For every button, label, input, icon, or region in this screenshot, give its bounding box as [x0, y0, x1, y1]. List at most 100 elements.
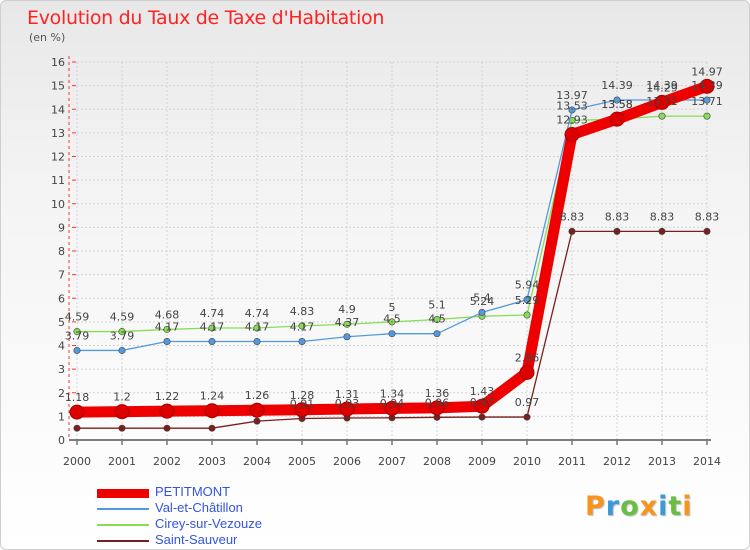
data-label-saint-sauveur: 0.93 — [335, 397, 360, 410]
data-label-saint-sauveur: 0.97 — [470, 396, 495, 409]
data-label-petitmont: 1.36 — [425, 387, 450, 400]
y-tick-label: 6 — [58, 292, 65, 305]
data-point-cirey-sur-vezouze — [658, 112, 666, 120]
data-point-cirey-sur-vezouze — [253, 324, 261, 332]
data-label-cirey-sur-vezouze: 13.58 — [601, 98, 633, 111]
data-label-cirey-sur-vezouze: 4.59 — [65, 311, 90, 324]
x-tick-label: 2013 — [648, 455, 676, 468]
data-point-val-et-chatillon — [343, 333, 351, 341]
data-point-petitmont — [159, 403, 175, 419]
data-label-cirey-sur-vezouze: 4.68 — [155, 308, 180, 321]
legend-swatch — [97, 508, 149, 510]
x-tick-label: 2012 — [603, 455, 631, 468]
data-point-cirey-sur-vezouze — [703, 112, 711, 120]
data-label-val-et-chatillon: 5.4 — [473, 291, 491, 304]
y-tick-label: 16 — [51, 56, 65, 69]
data-label-cirey-sur-vezouze: 13.71 — [646, 95, 678, 108]
y-tick-label: 1 — [58, 410, 65, 423]
data-label-petitmont: 14.97 — [691, 65, 723, 78]
x-tick-label: 2011 — [558, 455, 586, 468]
data-label-petitmont: 1.18 — [65, 391, 90, 404]
data-point-cirey-sur-vezouze — [388, 318, 396, 326]
data-label-saint-sauveur: 0.96 — [425, 396, 450, 409]
data-point-petitmont — [474, 398, 490, 414]
data-label-cirey-sur-vezouze: 5.29 — [515, 294, 540, 307]
y-tick-label: 4 — [58, 340, 65, 353]
y-tick-label: 13 — [51, 127, 65, 140]
data-label-cirey-sur-vezouze: 4.74 — [200, 307, 225, 320]
data-point-val-et-chatillon — [163, 337, 171, 345]
data-point-petitmont — [519, 364, 535, 380]
data-label-saint-sauveur: 8.83 — [695, 210, 720, 223]
data-point-cirey-sur-vezouze — [208, 324, 216, 332]
data-label-cirey-sur-vezouze: 13.71 — [691, 95, 723, 108]
y-tick-label: 12 — [51, 151, 65, 164]
data-point-val-et-chatillon — [73, 346, 81, 354]
legend-swatch — [97, 524, 149, 526]
data-label-saint-sauveur: 0.91 — [290, 398, 315, 411]
legend-label: Cirey-sur-Vezouze — [155, 516, 262, 531]
legend-swatch — [97, 488, 149, 498]
x-tick-label: 2001 — [108, 455, 136, 468]
data-point-petitmont — [384, 400, 400, 416]
data-label-petitmont: 1.22 — [155, 390, 180, 403]
data-label-val-et-chatillon: 4.37 — [335, 316, 360, 329]
data-label-cirey-sur-vezouze: 13.53 — [556, 99, 588, 112]
data-point-saint-sauveur — [658, 227, 666, 235]
data-label-petitmont: 1.34 — [380, 387, 405, 400]
data-point-petitmont — [699, 78, 715, 94]
data-label-saint-sauveur: 8.83 — [650, 210, 675, 223]
data-point-petitmont — [339, 401, 355, 417]
data-point-val-et-chatillon — [433, 330, 441, 338]
data-label-val-et-chatillon: 4.17 — [245, 320, 270, 333]
data-label-petitmont: 1.26 — [245, 389, 270, 402]
data-point-petitmont — [564, 127, 580, 143]
data-label-val-et-chatillon: 4.5 — [428, 313, 446, 326]
data-label-val-et-chatillon: 14.39 — [691, 79, 723, 92]
chart-subtitle: (en %) — [29, 31, 66, 44]
data-label-cirey-sur-vezouze: 5 — [389, 301, 396, 314]
grid-lines — [76, 61, 708, 441]
x-tick-label: 2004 — [243, 455, 271, 468]
data-point-saint-sauveur — [253, 417, 261, 425]
data-point-val-et-chatillon — [388, 330, 396, 338]
data-label-val-et-chatillon: 3.79 — [65, 329, 90, 342]
x-tick-label: 2003 — [198, 455, 226, 468]
proxiti-logo: Proxiti — [585, 491, 693, 522]
data-point-petitmont — [249, 402, 265, 418]
x-tick-label: 2000 — [63, 455, 91, 468]
data-point-cirey-sur-vezouze — [298, 322, 306, 330]
y-tick-label: 15 — [51, 80, 65, 93]
x-tick-label: 2006 — [333, 455, 361, 468]
data-label-cirey-sur-vezouze: 5.24 — [470, 295, 495, 308]
data-point-saint-sauveur — [208, 424, 216, 432]
data-label-saint-sauveur: 8.83 — [605, 210, 630, 223]
data-label-val-et-chatillon: 14.39 — [601, 79, 633, 92]
data-label-val-et-chatillon: 4.17 — [155, 320, 180, 333]
data-point-petitmont — [114, 404, 130, 420]
data-point-saint-sauveur — [73, 424, 81, 432]
data-point-cirey-sur-vezouze — [163, 325, 171, 333]
data-point-saint-sauveur — [118, 424, 126, 432]
data-point-petitmont — [654, 94, 670, 110]
data-label-cirey-sur-vezouze: 4.9 — [338, 303, 356, 316]
data-label-petitmont: 2.86 — [515, 351, 540, 364]
data-point-saint-sauveur — [613, 227, 621, 235]
y-tick-label: 8 — [58, 245, 65, 258]
data-label-val-et-chatillon: 5.94 — [515, 279, 540, 292]
data-point-val-et-chatillon — [298, 337, 306, 345]
y-tick-label: 10 — [51, 198, 65, 211]
data-label-petitmont: 1.24 — [200, 390, 225, 403]
data-point-cirey-sur-vezouze — [523, 311, 531, 319]
x-tick-label: 2014 — [693, 455, 721, 468]
y-tick-label: 14 — [51, 103, 65, 116]
data-label-val-et-chatillon: 14.39 — [646, 79, 678, 92]
data-point-cirey-sur-vezouze — [433, 316, 441, 324]
data-point-cirey-sur-vezouze — [118, 328, 126, 336]
data-label-val-et-chatillon: 3.79 — [110, 329, 135, 342]
y-tick-label: 7 — [58, 269, 65, 282]
data-label-petitmont: 1.2 — [113, 391, 131, 404]
legend-label: PETITMONT — [155, 484, 231, 499]
data-point-saint-sauveur — [523, 413, 531, 421]
